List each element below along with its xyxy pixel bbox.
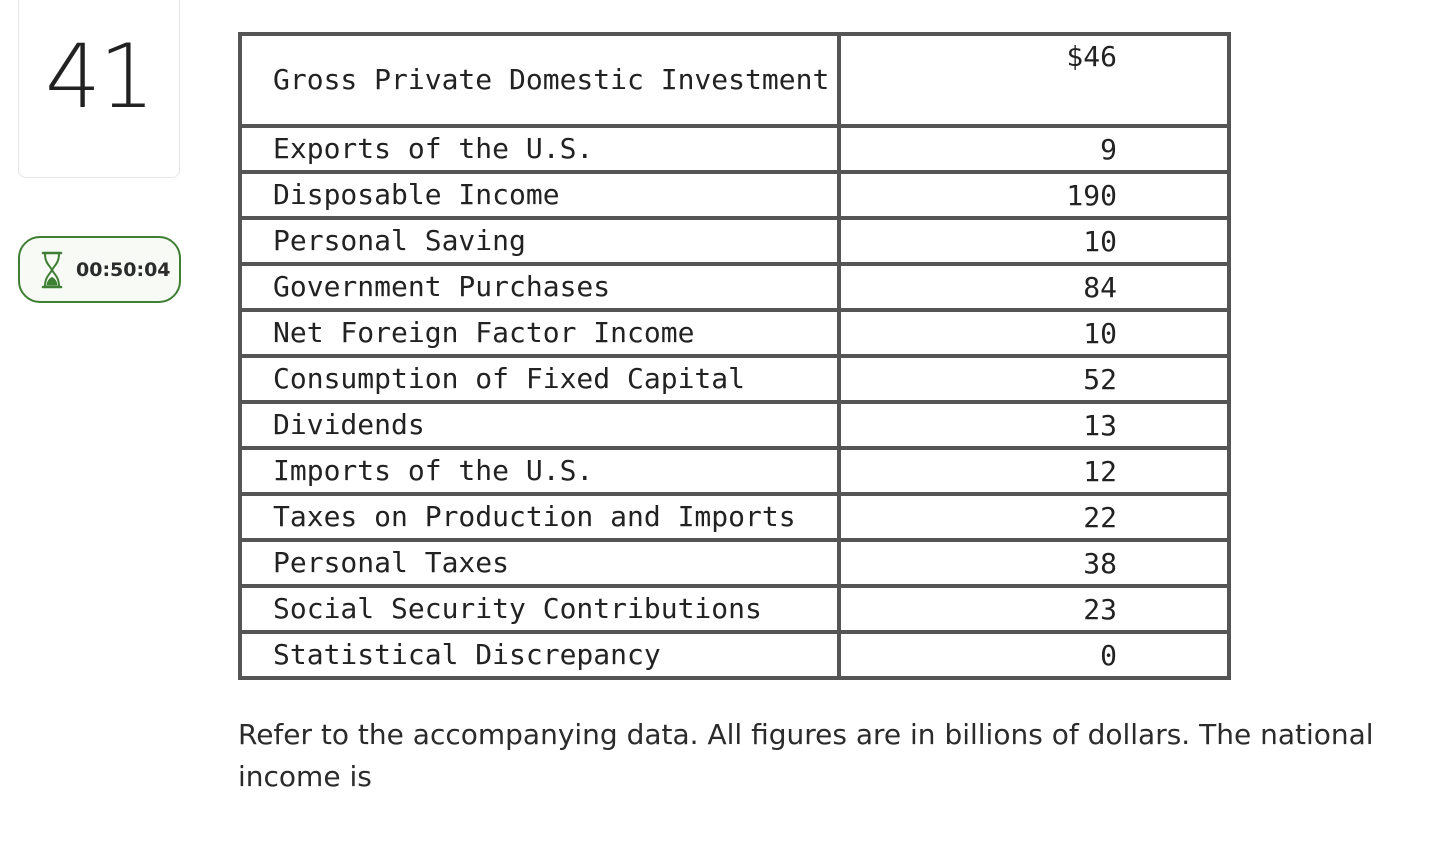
row-value: $46: [839, 34, 1229, 126]
row-value: 0: [839, 632, 1229, 678]
row-label: Consumption of Fixed Capital: [240, 356, 839, 402]
row-label: Exports of the U.S.: [240, 126, 839, 172]
question-text: Refer to the accompanying data. All figu…: [238, 718, 1374, 793]
row-value: 22: [839, 494, 1229, 540]
table-row: Gross Private Domestic Investment $46: [240, 34, 1229, 126]
table-row: Dividends 13: [240, 402, 1229, 448]
table-row: Net Foreign Factor Income 10: [240, 310, 1229, 356]
table-row: Social Security Contributions 23: [240, 586, 1229, 632]
row-value: 9: [839, 126, 1229, 172]
row-value: 13: [839, 402, 1229, 448]
table-row: Disposable Income 190: [240, 172, 1229, 218]
table-row: Taxes on Production and Imports 22: [240, 494, 1229, 540]
timer-badge: 00:50:04: [18, 236, 181, 303]
row-label: Dividends: [240, 402, 839, 448]
row-value: 52: [839, 356, 1229, 402]
row-label: Net Foreign Factor Income: [240, 310, 839, 356]
row-label: Personal Saving: [240, 218, 839, 264]
row-value: 23: [839, 586, 1229, 632]
row-value: 84: [839, 264, 1229, 310]
table-row: Exports of the U.S. 9: [240, 126, 1229, 172]
question-number: 41: [45, 25, 155, 128]
data-table: Gross Private Domestic Investment $46 Ex…: [238, 32, 1231, 680]
row-label: Taxes on Production and Imports: [240, 494, 839, 540]
row-value: 38: [839, 540, 1229, 586]
question-number-card: 41: [18, 0, 180, 178]
row-label: Personal Taxes: [240, 540, 839, 586]
table-row: Consumption of Fixed Capital 52: [240, 356, 1229, 402]
row-label: Social Security Contributions: [240, 586, 839, 632]
timer-value: 00:50:04: [76, 258, 171, 281]
table-row: Statistical Discrepancy 0: [240, 632, 1229, 678]
row-value: 10: [839, 218, 1229, 264]
row-label: Gross Private Domestic Investment: [240, 34, 839, 126]
table-row: Imports of the U.S. 12: [240, 448, 1229, 494]
table-row: Government Purchases 84: [240, 264, 1229, 310]
row-label: Imports of the U.S.: [240, 448, 839, 494]
table-row: Personal Taxes 38: [240, 540, 1229, 586]
row-value: 190: [839, 172, 1229, 218]
row-value: 12: [839, 448, 1229, 494]
hourglass-icon: [41, 251, 63, 288]
row-label: Statistical Discrepancy: [240, 632, 839, 678]
row-label: Government Purchases: [240, 264, 839, 310]
row-value: 10: [839, 310, 1229, 356]
table-row: Personal Saving 10: [240, 218, 1229, 264]
row-label: Disposable Income: [240, 172, 839, 218]
